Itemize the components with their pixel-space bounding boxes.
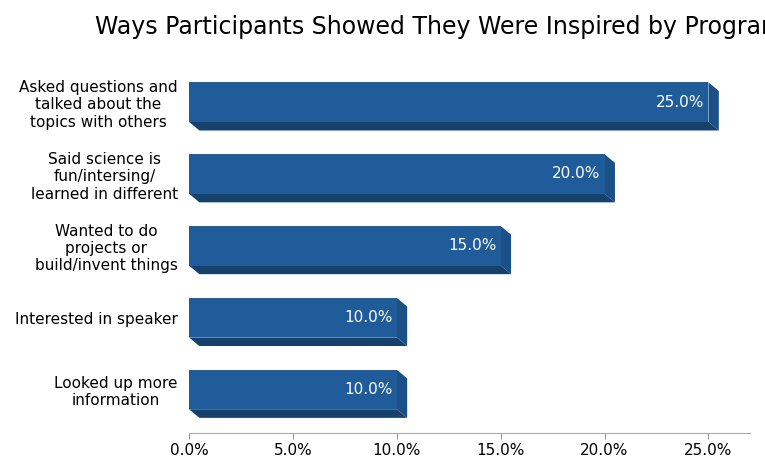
Polygon shape	[189, 337, 407, 346]
Polygon shape	[397, 298, 407, 346]
Bar	[189, 226, 500, 265]
Polygon shape	[708, 82, 719, 131]
Text: 15.0%: 15.0%	[448, 238, 496, 254]
Polygon shape	[604, 154, 615, 202]
Polygon shape	[189, 122, 719, 131]
Text: 10.0%: 10.0%	[344, 382, 392, 397]
Polygon shape	[189, 265, 511, 274]
Polygon shape	[397, 370, 407, 418]
Text: 20.0%: 20.0%	[552, 166, 601, 182]
Polygon shape	[500, 226, 511, 274]
Polygon shape	[189, 194, 615, 202]
Bar	[189, 154, 604, 194]
Bar	[189, 298, 397, 337]
Text: 10.0%: 10.0%	[344, 310, 392, 325]
Title: Ways Participants Showed They Were Inspired by Programming: Ways Participants Showed They Were Inspi…	[96, 15, 765, 39]
Polygon shape	[189, 409, 407, 418]
Text: 25.0%: 25.0%	[656, 95, 705, 110]
Bar	[189, 370, 397, 409]
Bar	[189, 82, 708, 122]
